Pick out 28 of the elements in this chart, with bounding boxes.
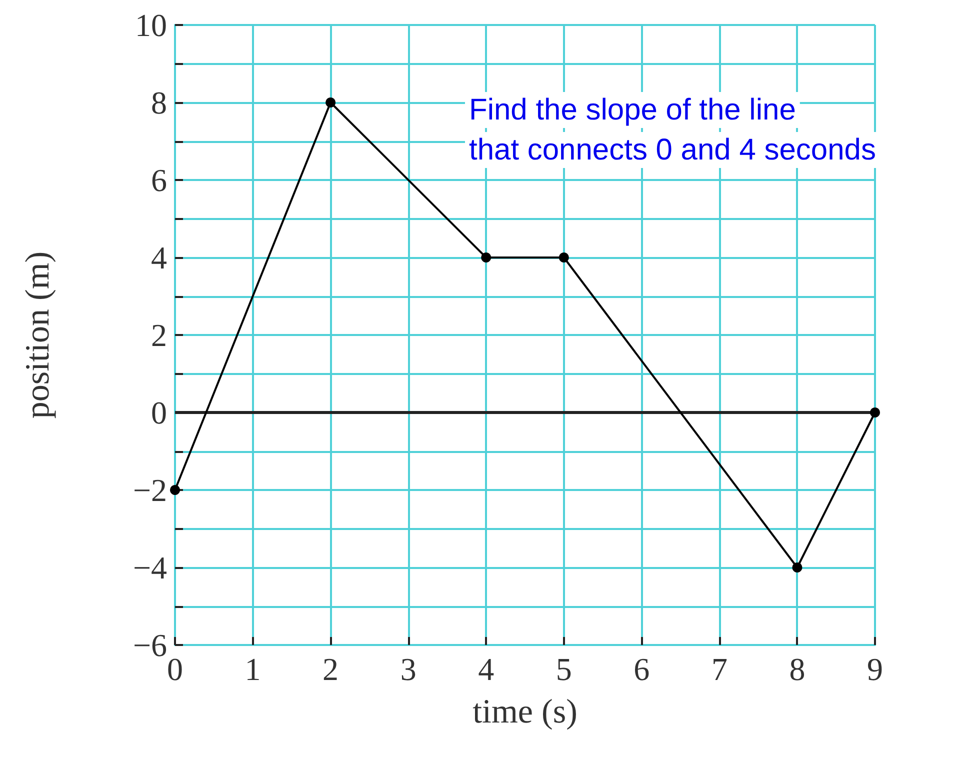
y-tick-label: 10: [135, 7, 167, 43]
x-tick-label: 4: [478, 651, 494, 687]
x-axis-title: time (s): [472, 694, 578, 730]
annotation: that connects 0 and 4 seconds: [469, 134, 876, 166]
y-axis-title: position (m): [20, 251, 56, 419]
y-tick-label: 4: [151, 240, 167, 276]
annotation: Find the slope of the line: [469, 94, 796, 126]
point: [558, 252, 569, 262]
point: [326, 98, 336, 108]
point: [481, 252, 492, 262]
y-tick-label: 2: [151, 317, 167, 353]
x-tick-label: 8: [789, 651, 806, 687]
x-tick-label: 9: [867, 651, 883, 687]
y-tick-label: −4: [132, 550, 167, 586]
y-tick-label: 6: [151, 162, 167, 198]
y-tick-label: 8: [151, 84, 167, 120]
x-tick-label: 6: [634, 651, 650, 687]
point: [170, 485, 180, 495]
x-tick-label: 5: [556, 651, 572, 687]
point: [792, 562, 802, 572]
y-tick-label: −2: [132, 472, 167, 508]
x-tick-label: 7: [711, 651, 728, 687]
y-tick-label: 0: [151, 394, 167, 430]
y-tick-label: −6: [132, 627, 167, 663]
point: [870, 408, 880, 418]
x-tick-label: 2: [322, 651, 339, 687]
x-tick-label: 1: [244, 651, 261, 687]
x-tick-label: 3: [400, 651, 416, 687]
